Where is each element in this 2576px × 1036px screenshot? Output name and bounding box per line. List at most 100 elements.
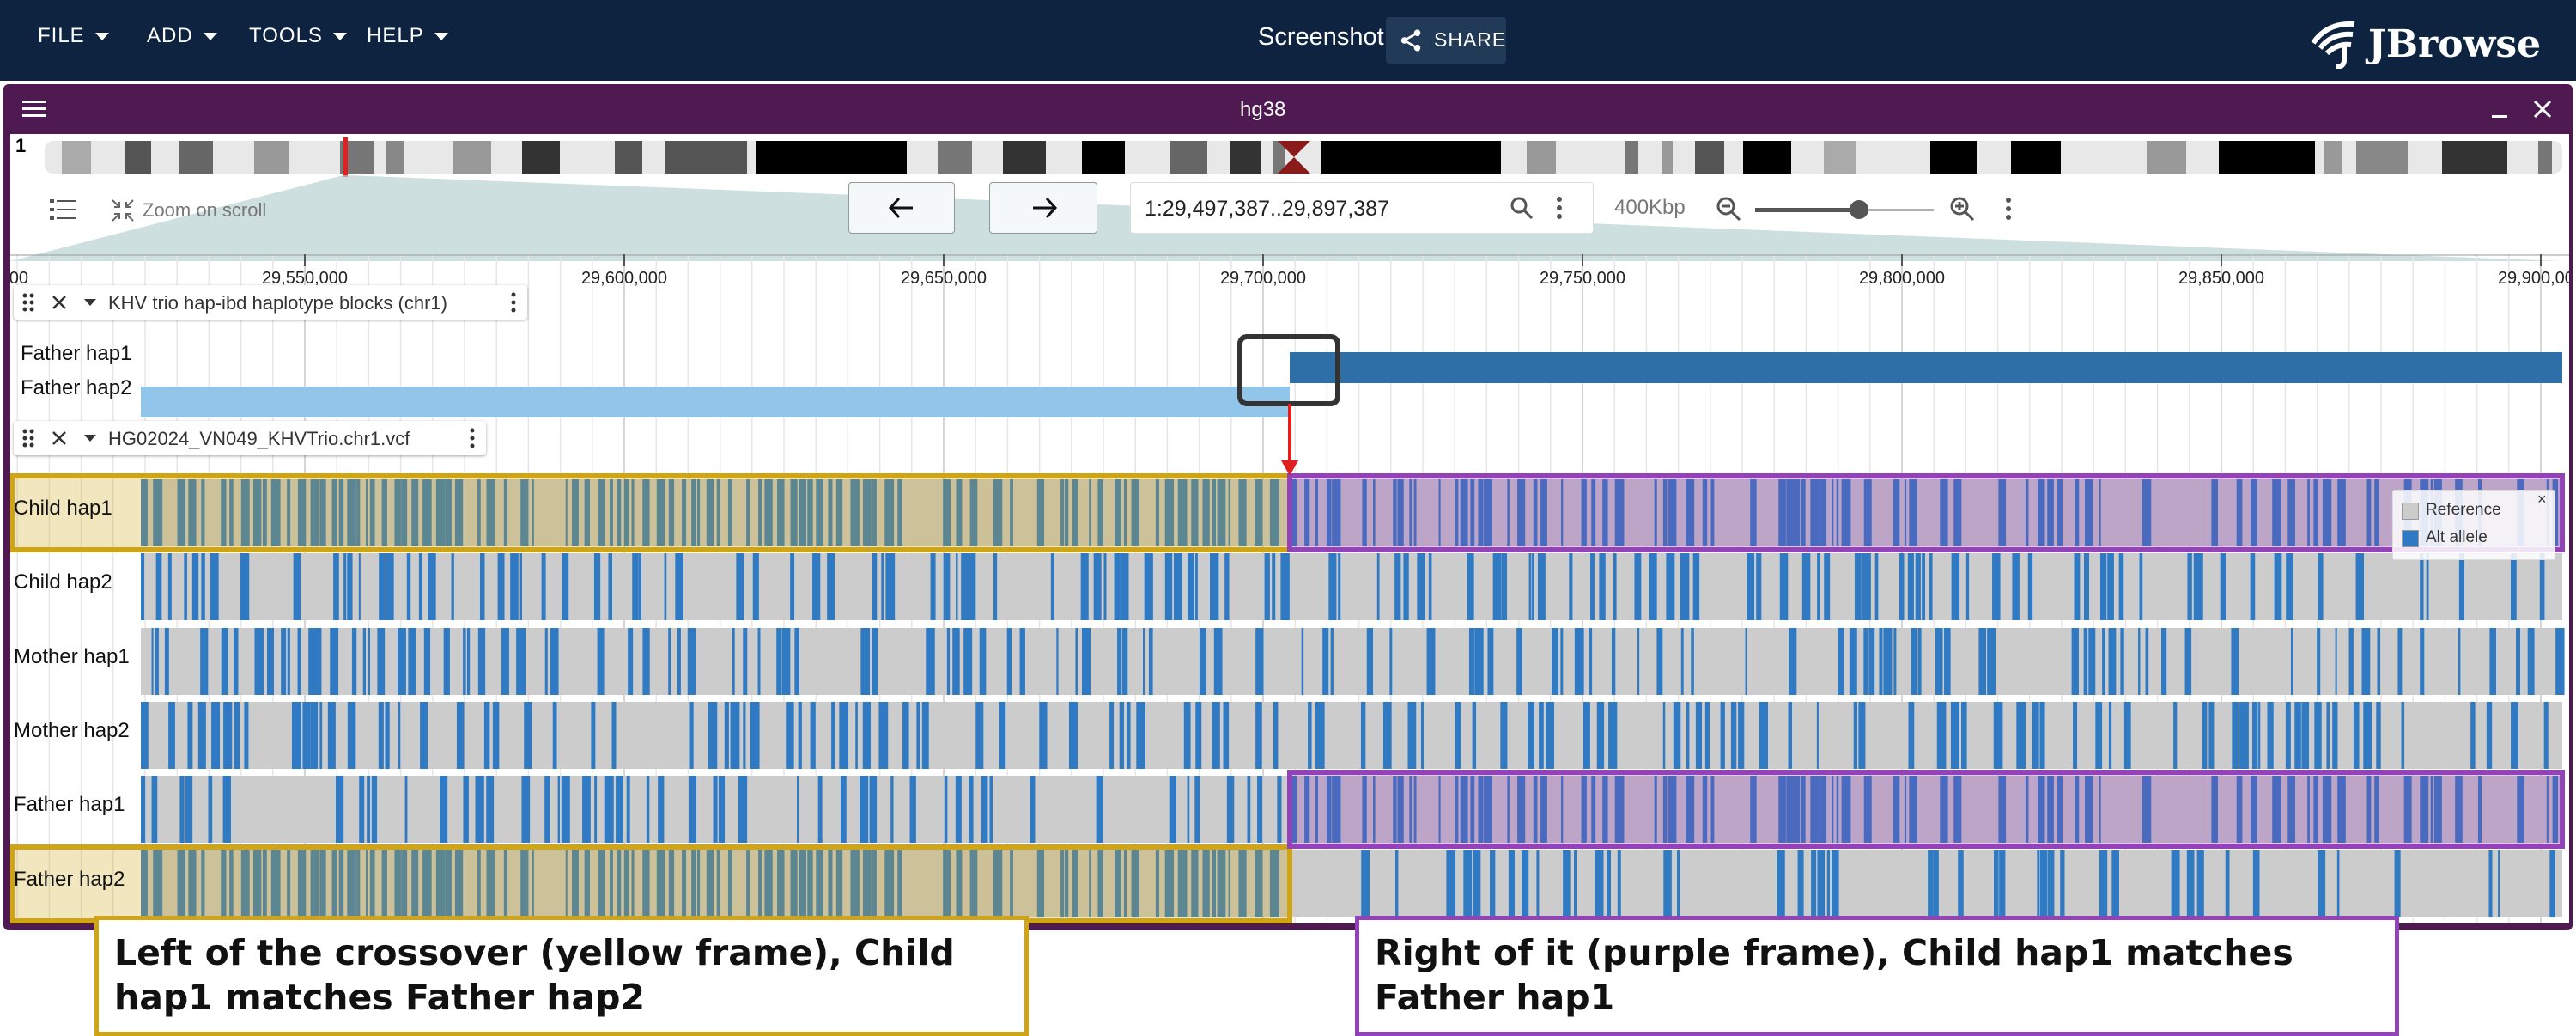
alt-allele-mark [177,850,185,917]
alt-allele-mark [1277,776,1282,843]
alt-allele-mark [477,850,481,917]
genotype-legend: Reference Alt allele × [2392,490,2555,560]
chromosome-ideogram[interactable] [10,134,2569,186]
alt-allele-mark [443,628,450,695]
track-selector-icon[interactable] [48,196,79,223]
close-icon[interactable] [2531,98,2554,120]
scroll-right-button[interactable] [989,182,1097,234]
alt-allele-mark [1308,702,1312,769]
alt-allele-mark [2510,553,2517,620]
track-menu-caret-icon[interactable] [82,297,98,308]
drag-handle-icon[interactable] [21,428,36,448]
alt-allele-mark [1127,702,1131,769]
alt-allele-mark [1654,776,1657,843]
alt-allele-mark [2095,702,2103,769]
alt-allele-mark [999,702,1006,769]
more-vert-icon[interactable] [1553,195,1565,221]
alt-allele-mark [1467,553,1474,620]
alt-allele-mark [281,628,287,695]
alt-allele-mark [797,776,799,843]
alt-allele-mark [746,850,750,917]
alt-allele-mark [2527,628,2535,695]
alt-allele-mark [597,628,605,695]
alt-allele-mark [234,702,240,769]
alt-allele-mark [168,702,175,769]
search-icon[interactable] [1509,195,1534,221]
alt-allele-mark [921,702,929,769]
view-menu-icon[interactable] [21,98,48,120]
close-track-icon[interactable] [50,293,69,312]
alt-allele-mark [521,776,531,843]
scroll-left-button[interactable] [848,182,955,234]
alt-allele-mark [1569,553,1573,620]
alt-allele-mark [724,702,729,769]
alt-allele-mark [944,776,948,843]
alt-allele-mark [394,479,401,546]
alt-allele-mark [2294,702,2301,769]
track-menu-caret-icon[interactable] [82,433,98,443]
alt-allele-mark [860,628,871,695]
alt-allele-mark [706,479,714,546]
alt-allele-mark [1455,702,1461,769]
ideogram-band [2011,141,2061,174]
locus-search-box[interactable]: 1:29,497,387..29,897,387 [1130,182,1594,234]
chevron-down-icon [94,33,109,41]
alt-allele-mark [2314,702,2322,769]
alt-allele-mark [2032,702,2039,769]
alt-allele-mark [1010,479,1013,546]
view-options-icon[interactable] [2002,196,2014,222]
alt-allele-mark [368,628,370,695]
zoom-slider-thumb[interactable] [1849,200,1868,219]
zoom-out-icon[interactable] [1714,194,1743,223]
share-button[interactable]: SHARE [1386,17,1506,64]
ideogram-band [386,141,404,174]
alt-allele-mark [2455,776,2463,843]
alt-allele-mark [1097,479,1103,546]
ideogram-band [1625,141,1638,174]
alt-allele-mark [2337,479,2346,546]
alt-allele-mark [378,702,384,769]
alt-allele-mark [2488,850,2493,917]
alt-allele-mark [1589,628,1593,695]
alt-allele-mark [584,850,590,917]
compress-icon [112,199,134,222]
alt-allele-mark [1801,479,1806,546]
alt-allele-mark [330,628,339,695]
alt-allele-mark [2083,553,2090,620]
zoom-in-icon[interactable] [1947,194,1977,223]
alt-allele-mark [184,553,187,620]
alt-allele-mark [872,479,877,546]
track-options-icon[interactable] [508,291,519,314]
minimize-icon[interactable] [2488,100,2511,122]
drag-handle-icon[interactable] [21,292,36,313]
tracks-canvas[interactable]: 29,500,000 29,550,000 29,600,000 29,650,000… [10,254,2569,923]
alt-allele-mark [2363,702,2372,769]
alt-allele-mark [1487,628,1494,695]
alt-allele-mark [2220,553,2227,620]
track-options-icon[interactable] [467,427,477,449]
alt-allele-mark [2420,628,2425,695]
alt-allele-mark [1858,702,1866,769]
add-menu[interactable]: ADD [147,24,217,48]
ideogram-band [2219,141,2315,174]
alt-allele-mark [2549,850,2555,917]
locus-input[interactable]: 1:29,497,387..29,897,387 [1145,197,1389,221]
zoom-on-scroll-toggle[interactable]: Zoom on scroll [110,196,299,225]
alt-allele-mark [764,479,773,546]
legend-close-icon[interactable]: × [2537,491,2547,508]
file-menu[interactable]: FILE [38,24,109,48]
alt-allele-mark [608,553,613,620]
help-menu[interactable]: HELP [367,24,448,48]
close-track-icon[interactable] [50,429,69,448]
session-name[interactable]: Screenshot [1258,23,1384,51]
zoom-slider[interactable] [1755,199,1934,220]
alt-allele-mark [422,479,432,546]
alt-allele-mark [776,628,782,695]
alt-allele-mark [1217,479,1226,546]
alt-allele-mark [610,850,613,917]
alt-allele-mark [2353,702,2360,769]
tools-menu[interactable]: TOOLS [249,24,347,48]
alt-allele-mark [1478,776,1484,843]
alt-allele-mark [2376,702,2381,769]
alt-allele-mark [2138,628,2141,695]
